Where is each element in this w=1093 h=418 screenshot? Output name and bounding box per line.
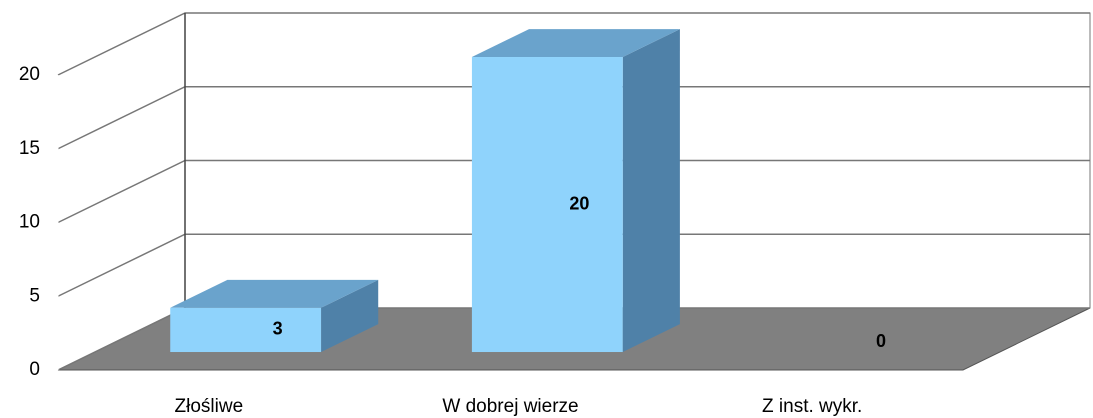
x-tick-label: W dobrej wierze: [442, 396, 578, 417]
y-tick-label: 20: [19, 64, 40, 85]
y-tick-label: 10: [19, 212, 40, 233]
bar: [170, 307, 322, 353]
y-tick-label: 0: [29, 359, 40, 380]
data-label: 0: [876, 331, 886, 351]
bar: [471, 57, 623, 353]
y-tick-label: 5: [29, 285, 40, 306]
x-tick-label: Z inst. wykr.: [762, 396, 862, 417]
data-label: 3: [273, 319, 283, 339]
y-tick-label: 15: [19, 138, 40, 159]
bar-side: [321, 279, 379, 353]
bar-top: [471, 29, 680, 58]
bar-top: [170, 279, 379, 308]
x-tick-label: Złośliwe: [175, 396, 244, 417]
data-label: 20: [569, 193, 589, 213]
bar-side: [622, 29, 680, 353]
